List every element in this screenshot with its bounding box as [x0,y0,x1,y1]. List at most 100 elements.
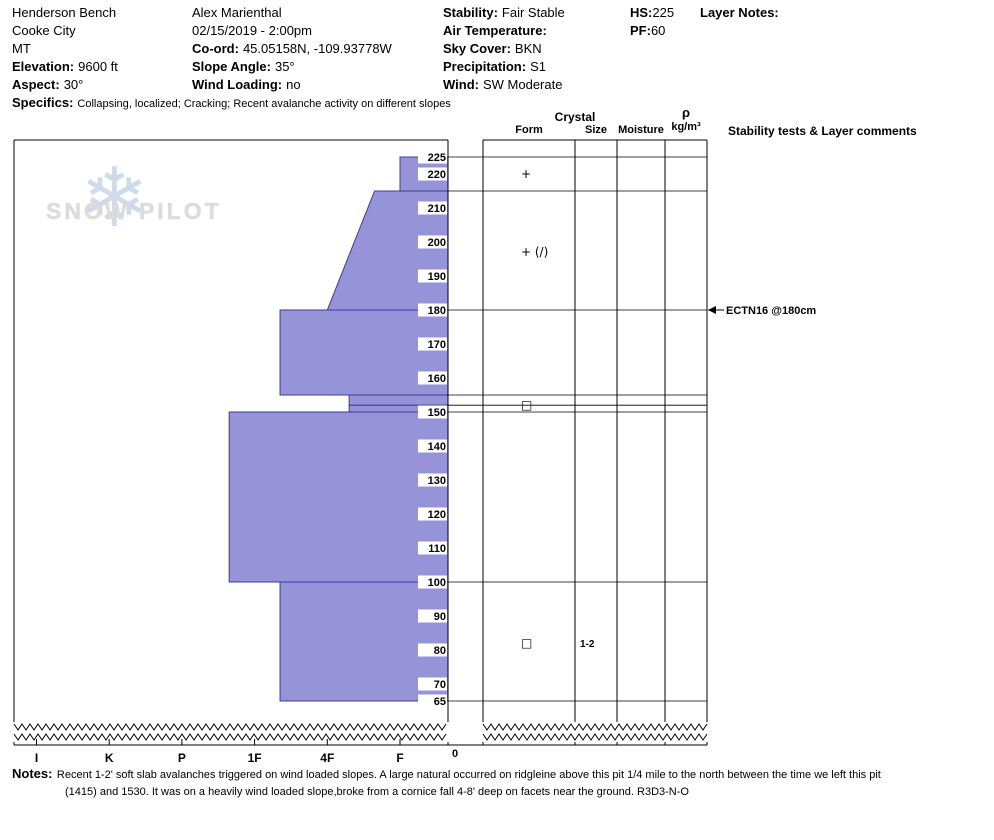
zigzag-break [13,723,447,731]
pf-row: PF:60 [630,22,674,40]
hardness-axis-label: 4F [320,751,334,765]
layer-notes-block: Layer Notes: [700,4,779,22]
precipitation-row: Precipitation: S1 [443,58,565,76]
sky-cover-value: BKN [514,41,542,56]
wind-value: SW Moderate [482,77,563,92]
observation-datetime: 02/15/2019 - 2:00pm [192,23,312,38]
aspect-label: Aspect: [12,77,60,92]
slope-angle-label: Slope Angle: [192,59,271,74]
form-header: Form [515,124,543,136]
notes-label: Notes: [12,766,53,781]
layer-notes-label: Layer Notes: [700,5,779,20]
depth-tick-label: 180 [428,305,446,317]
depth-tick-label: 170 [428,339,446,351]
wind-loading-row: Wind Loading: no [192,76,392,94]
specifics-line: Specifics: Collapsing, localized; Crackin… [12,94,451,112]
sky-cover-label: Sky Cover: [443,41,511,56]
depth-tick-label: 110 [428,543,446,555]
depth-tick-label: 150 [428,407,446,419]
depth-break-band [12,722,709,742]
slope-angle-value: 35° [274,59,295,74]
aspect-value: 30° [63,77,84,92]
grain-size-value: 1-2 [580,639,595,650]
hs-row: HS:225 [630,4,674,22]
elevation-label: Elevation: [12,59,75,74]
observation-block: Alex Marienthal 02/15/2019 - 2:00pm Co-o… [192,4,392,94]
depth-tick-label: 225 [428,152,446,164]
site-block: Henderson Bench Cooke City MT Elevation:… [12,4,118,94]
snow-layer [228,411,449,583]
depth-tick-label: 80 [434,645,446,657]
snow-layer [348,394,449,406]
crystal-header: Crystal [554,110,596,124]
notes-block: Notes: Recent 1-2' soft slab avalanches … [12,765,881,801]
depth-tick-label: 65 [434,696,446,708]
hs-label: HS: [630,5,653,20]
air-temp-label: Air Temperature: [443,23,547,38]
slope-angle-row: Slope Angle: 35° [192,58,392,76]
hardness-axis-label: P [178,751,186,765]
notes-line1: Recent 1-2' soft slab avalanches trigger… [56,769,881,781]
depth-tick-label: 70 [434,679,446,691]
grain-form-symbol: + (/) [521,245,548,259]
specifics-value: Collapsing, localized; Cracking; Recent … [77,98,451,110]
grain-form-symbol: + [521,167,531,181]
depth-tick-label: 160 [428,373,446,385]
zigzag-break [482,733,708,741]
depth-tick-label: 100 [428,577,446,589]
wind-row: Wind: SW Moderate [443,76,565,94]
stability-test-label: ECTN16 @180cm [726,305,816,317]
precipitation-value: S1 [530,59,546,74]
site-state: MT [12,41,31,56]
wind-loading-value: no [286,77,301,92]
depth-tick-label: 120 [428,509,446,521]
weather-block: Stability: Fair Stable Air Temperature: S… [443,4,565,94]
stability-label: Stability: [443,5,498,20]
density-rho-header: ρ [681,105,691,120]
precipitation-label: Precipitation: [443,59,527,74]
site-area: Cooke City [12,23,76,38]
stability-value: Fair Stable [501,5,565,20]
ground-label: 0 [452,748,458,760]
elevation-row: Elevation: 9600 ft [12,58,118,76]
snowpilot-logo-text: SNOW PILOT [46,198,222,224]
density-units-header: kg/m³ [671,121,701,133]
wind-loading-label: Wind Loading: [192,77,283,92]
depth-tick-label: 130 [428,475,446,487]
hardness-axis-label: 1F [248,751,262,765]
depth-tick-label: 190 [428,271,446,283]
moisture-header: Moisture [618,124,664,136]
wind-label: Wind: [443,77,479,92]
depth-tick-label: 90 [434,611,446,623]
hardness-axis-label: F [396,751,403,765]
elevation-value: 9600 ft [78,59,118,74]
comments-header: Stability tests & Layer comments [728,124,917,138]
notes-line2: (1415) and 1530. It was on a heavily win… [65,786,689,798]
depth-tick-label: 210 [428,203,446,215]
hs-value: 225 [652,5,675,20]
totals-block: HS:225 PF:60 [630,4,674,40]
sky-cover-row: Sky Cover: BKN [443,40,565,58]
grain-form-symbol: □ [521,636,532,650]
pf-label: PF: [630,23,651,38]
coord-value: 45.05158N, -109.93778W [242,41,392,56]
hardness-axis-label: K [105,751,114,765]
site-name: Henderson Bench [12,5,117,20]
observer-name: Alex Marienthal [192,5,282,20]
aspect-row: Aspect: 30° [12,76,118,94]
depth-tick-label: 220 [428,169,446,181]
depth-tick-label: 140 [428,441,446,453]
hardness-axis-label: I [35,751,38,765]
coord-label: Co-ord: [192,41,239,56]
coord-row: Co-ord: 45.05158N, -109.93778W [192,40,392,58]
grain-form-symbol: □ [521,398,532,412]
size-header: Size [584,124,607,136]
zigzag-break [13,733,447,741]
pf-value: 60 [650,23,666,38]
specifics-label: Specifics: [12,95,74,110]
snowflake-icon: ❄ [80,153,149,244]
zigzag-break [482,723,708,731]
test-arrow-icon [708,306,716,314]
